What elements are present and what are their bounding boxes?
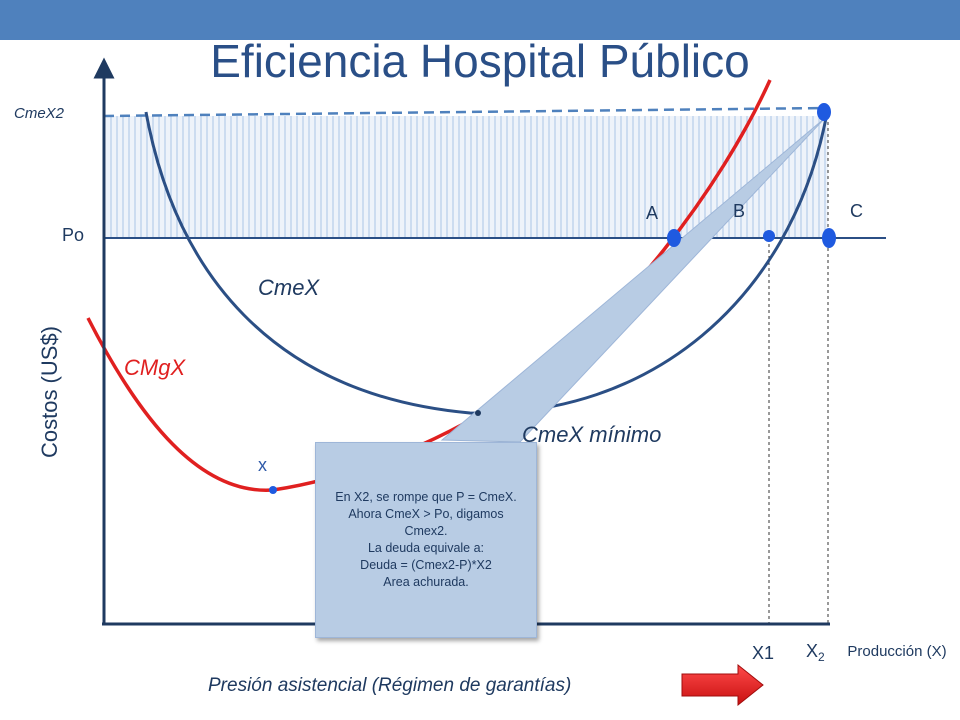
y-axis-title: Costos (US$): [37, 325, 62, 459]
callout-line: La deuda equivale a:: [367, 541, 485, 555]
point-x-marker: [269, 486, 277, 494]
po-label: Po: [62, 225, 85, 245]
x1-tick-label: X1: [752, 643, 775, 663]
x2-tick-label: X2: [806, 642, 825, 663]
point-x-label: x: [258, 455, 267, 475]
callout-line: Ahora CmeX > Po, digamos Cmex2.: [348, 507, 504, 539]
x2-tick-subscript: 2: [818, 650, 825, 664]
cmex-curve: [144, 111, 828, 415]
point-c-marker: [822, 228, 836, 248]
cmex2-label: CmeX2: [14, 105, 65, 122]
point-cmex2-marker: [817, 103, 831, 121]
point-b-label: B: [733, 201, 746, 221]
point-a-label: A: [646, 203, 659, 223]
point-a-marker: [667, 229, 681, 247]
pressure-arrow-icon: [681, 663, 764, 707]
cmex-min-marker: [475, 410, 481, 416]
cmex-min-label: CmeX mínimo: [522, 422, 662, 447]
header-banner: [0, 0, 960, 40]
cmgx-curve-label: CMgX: [124, 355, 186, 380]
point-c-label: C: [850, 201, 863, 221]
callout-pointer: [440, 117, 826, 443]
cmex-curve-label: CmeX: [258, 275, 320, 300]
callout-line: Deuda = (Cmex2-P)*X2: [360, 557, 492, 572]
slide-title: Eficiencia Hospital Público: [210, 35, 750, 87]
callout-line: Area achurada.: [383, 574, 469, 589]
callout-line: En X2, se rompe que P = CmeX.: [335, 490, 517, 505]
bottom-note: Presión asistencial (Régimen de garantía…: [208, 675, 572, 696]
callout-box: En X2, se rompe que P = CmeX. Ahora CmeX…: [315, 442, 537, 638]
cmex2-dashed-line: [103, 106, 827, 118]
x2-tick-main: X: [806, 641, 819, 661]
x-axis-title: Producción (X): [847, 643, 947, 660]
point-b-marker: [763, 230, 775, 242]
